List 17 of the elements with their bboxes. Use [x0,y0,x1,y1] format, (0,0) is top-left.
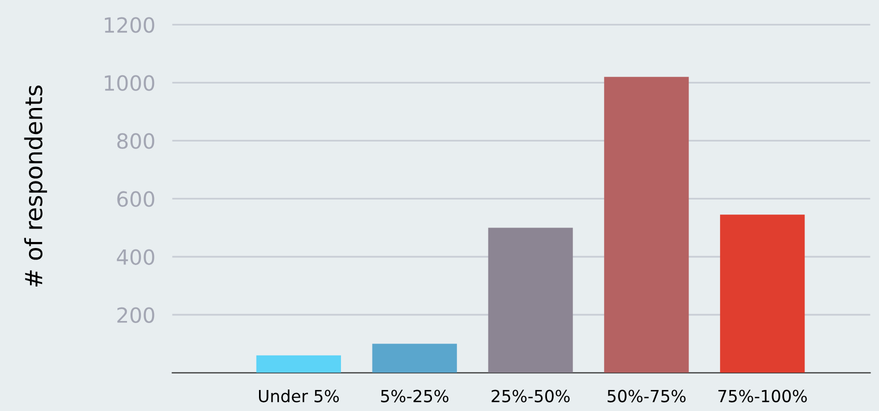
bar [256,355,341,373]
bar [372,344,457,373]
x-tick-label: 75%-100% [718,390,807,402]
bar [488,228,573,373]
bar [604,76,689,373]
x-tick-label: Under 5% [259,389,339,402]
y-axis-title: # of respondents [24,86,48,287]
y-tick-label: 1000 [104,75,154,91]
y-tick-label: 600 [117,191,154,207]
bar [720,214,805,373]
y-tick-label: 1200 [104,17,154,33]
x-tick-label: 25%-50% [492,390,570,402]
x-tick-label: 5%-25% [381,390,448,402]
y-tick-label: 800 [117,133,154,149]
y-tick-label: 200 [117,307,154,323]
x-tick-label: 50%-75% [608,390,686,402]
y-tick-label: 400 [116,249,154,265]
